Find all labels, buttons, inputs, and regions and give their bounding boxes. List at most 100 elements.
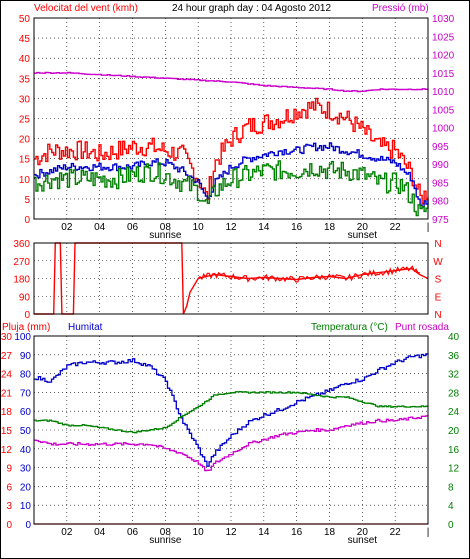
panel-frame [33, 335, 429, 525]
x-tick-label: 12 [225, 222, 237, 233]
pressure-y-tick: 975 [432, 215, 449, 226]
x-tick-label: 04 [94, 222, 106, 233]
direction-y-tick: 90 [19, 292, 31, 303]
rain-y-tick: 9 [6, 464, 12, 475]
wind-y-tick: 5 [24, 195, 30, 206]
x-tick-label: 18 [324, 527, 336, 538]
x-tick-label: | [427, 222, 430, 233]
compass-tick: S [435, 275, 442, 286]
temperature-y-tick: 12 [448, 464, 460, 475]
temperature-y-tick: 32 [448, 370, 460, 381]
pressure-y-tick: 1000 [432, 124, 455, 135]
x-tick-label: 14 [258, 222, 270, 233]
rain-y-tick: 30 [1, 332, 13, 343]
series-temperature [34, 391, 429, 434]
direction-y-tick: 0 [24, 310, 30, 321]
rain-y-tick: 18 [1, 407, 13, 418]
x-tick-label: 02 [61, 222, 73, 233]
temperature-y-tick: 40 [448, 332, 460, 343]
rain-y-tick: 15 [1, 426, 13, 437]
humidity-y-tick: 80 [20, 370, 32, 381]
x-tick-label: 14 [258, 527, 270, 538]
wind-y-tick: 10 [19, 175, 31, 186]
rain-axis-label: Pluja (mm) [2, 322, 50, 333]
pressure-y-tick: 1010 [432, 87, 455, 98]
pressure-y-tick: 995 [432, 142, 449, 153]
x-marker-label: sunset [348, 535, 378, 546]
pressure-y-tick: 980 [432, 197, 449, 208]
rain-y-tick: 3 [6, 501, 12, 512]
series-pressure [34, 71, 429, 93]
direction-y-tick: 180 [13, 275, 30, 286]
wind-y-tick: 20 [19, 135, 31, 146]
pressure-y-tick: 1015 [432, 69, 455, 80]
wind-y-tick: 40 [19, 54, 31, 65]
humidity-y-tick: 20 [20, 482, 32, 493]
temperature-y-tick: 24 [448, 407, 460, 418]
humidity-y-tick: 60 [20, 407, 32, 418]
x-marker-label: sunrise [149, 535, 182, 546]
wind-y-tick: 15 [19, 155, 31, 166]
humidity-y-tick: 50 [20, 426, 32, 437]
direction-y-tick: 270 [13, 257, 30, 268]
wind-y-tick: 45 [19, 34, 31, 45]
temperature-axis-label: Temperatura (°C) [311, 322, 388, 333]
series-layer [34, 71, 429, 525]
pressure-y-tick: 1005 [432, 105, 455, 116]
rain-y-tick: 0 [6, 520, 12, 531]
x-tick-label: 22 [390, 222, 402, 233]
x-tick-label: 12 [225, 527, 237, 538]
temperature-y-tick: 8 [448, 482, 454, 493]
humidity-y-tick: 0 [25, 520, 31, 531]
humidity-y-tick: 30 [20, 464, 32, 475]
x-tick-label: 02 [61, 527, 73, 538]
wind-y-tick: 30 [19, 94, 31, 105]
direction-y-tick: 360 [13, 239, 30, 250]
x-tick-label: 08 [160, 222, 172, 233]
wind-y-tick: 25 [19, 115, 31, 126]
humidity-y-tick: 40 [20, 445, 32, 456]
x-tick-label: 10 [193, 222, 205, 233]
wind-axis-label: Velocitat del vent (kmh) [34, 3, 138, 14]
series-dewpoint [34, 414, 429, 472]
humidity-y-tick: 100 [14, 332, 31, 343]
pressure-axis-label: Pressió (mb) [372, 3, 429, 14]
ticks-layer: 0510152025303540455097598098599099510001… [1, 14, 460, 546]
series-wind-dir-detail [197, 265, 420, 283]
temperature-y-tick: 20 [448, 426, 460, 437]
pressure-y-tick: 1020 [432, 51, 455, 62]
x-tick-label: 04 [94, 527, 106, 538]
rain-y-tick: 6 [6, 482, 12, 493]
series-humidity [34, 353, 429, 467]
x-tick-label: 22 [390, 527, 402, 538]
pressure-y-tick: 1025 [432, 32, 455, 43]
temperature-y-tick: 0 [448, 520, 454, 531]
humidity-y-tick: 10 [20, 501, 32, 512]
rain-y-tick: 12 [1, 445, 13, 456]
x-tick-label: 16 [291, 527, 303, 538]
chart-title: 24 hour graph day : 04 Agosto 2012 [172, 3, 331, 14]
humidity-y-tick: 70 [20, 388, 32, 399]
x-tick-label: 08 [160, 527, 172, 538]
compass-tick: N [434, 310, 441, 321]
temperature-y-tick: 4 [448, 501, 454, 512]
humidity-axis-label: Humitat [68, 322, 103, 333]
temperature-y-tick: 16 [448, 445, 460, 456]
wind-y-tick: 35 [19, 74, 31, 85]
compass-tick: W [433, 257, 443, 268]
x-tick-label: 06 [127, 527, 139, 538]
compass-tick: E [435, 292, 442, 303]
x-tick-label: 20 [357, 527, 369, 538]
panel-frame [33, 17, 429, 220]
compass-tick: N [434, 239, 441, 250]
pressure-y-tick: 1030 [432, 14, 455, 25]
series-wind-avg [34, 142, 429, 208]
rain-y-tick: 24 [1, 370, 13, 381]
temperature-y-tick: 36 [448, 351, 460, 362]
x-tick-label: 16 [291, 222, 303, 233]
x-tick-label: 10 [193, 527, 205, 538]
x-marker-label: sunrise [149, 230, 182, 241]
panel-frame [33, 242, 429, 315]
